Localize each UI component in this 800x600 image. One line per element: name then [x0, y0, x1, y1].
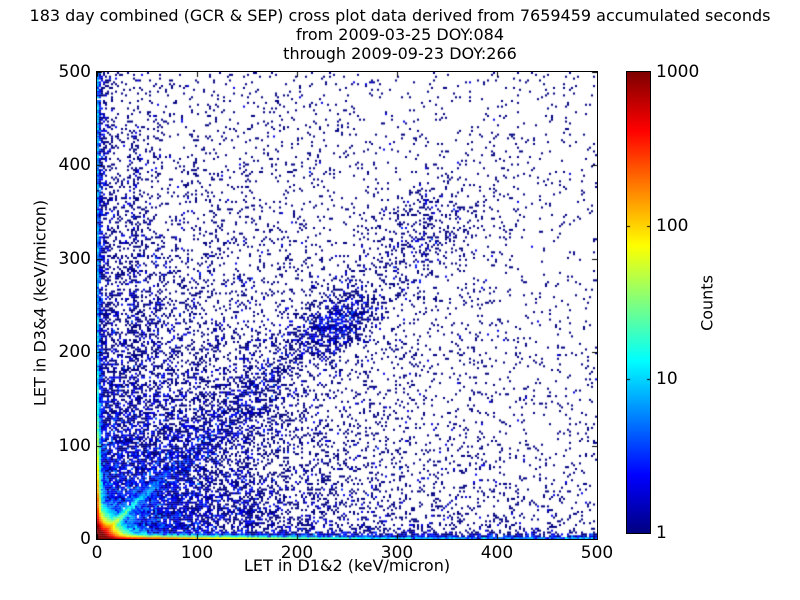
x-tick-label: 500	[580, 543, 614, 563]
x-tick-label: 100	[180, 543, 214, 563]
colorbar-tick-label: 100	[656, 215, 689, 236]
colorbar-gradient	[626, 71, 651, 534]
chart-title: 183 day combined (GCR & SEP) cross plot …	[0, 6, 800, 63]
y-tick-label: 300	[58, 248, 91, 269]
colorbar-tick-label: 10	[656, 369, 678, 390]
y-axis-label: LET in D3&4 (keV/micron)	[30, 199, 50, 407]
x-axis-label: LET in D1&2 (keV/micron)	[243, 556, 451, 575]
x-tick-label: 0	[91, 543, 103, 563]
colorbar-tick-label: 1	[656, 523, 667, 543]
y-tick-label: 400	[58, 155, 91, 176]
title-line-3: through 2009-09-23 DOY:266	[283, 44, 517, 63]
y-tick-label: 0	[80, 529, 91, 549]
y-tick-label: 100	[58, 435, 91, 456]
title-line-2: from 2009-03-25 DOY:084	[295, 25, 504, 44]
title-line-1: 183 day combined (GCR & SEP) cross plot …	[29, 6, 771, 25]
x-tick-label: 200	[280, 543, 314, 563]
x-tick-label: 300	[380, 543, 414, 563]
y-tick-label: 200	[58, 342, 91, 363]
x-tick-label: 400	[480, 543, 514, 563]
colorbar-tick-label: 1000	[656, 62, 700, 82]
scatter-plot-canvas	[96, 71, 598, 540]
y-tick-label: 500	[58, 62, 91, 82]
colorbar-label: Counts	[697, 275, 717, 331]
